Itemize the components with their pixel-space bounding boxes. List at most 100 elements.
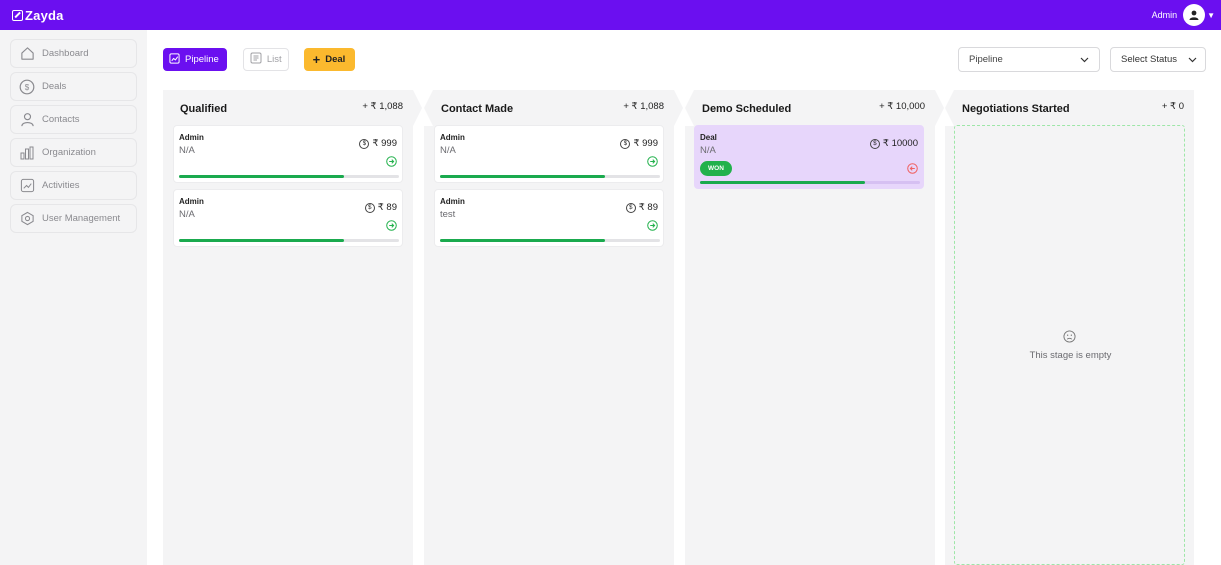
hexagon-icon bbox=[19, 211, 35, 227]
arrow-right-circle-icon[interactable] bbox=[647, 220, 658, 231]
person-icon bbox=[19, 112, 35, 128]
deal-subtitle: N/A bbox=[700, 145, 716, 156]
coin-icon: $ bbox=[364, 202, 375, 213]
deal-amount-value: ₹ 999 bbox=[372, 138, 397, 149]
home-icon bbox=[19, 46, 35, 62]
sidebar-item-user-management[interactable]: User Management bbox=[10, 204, 137, 233]
deal-amount-value: ₹ 999 bbox=[633, 138, 658, 149]
sidebar-item-deals[interactable]: $ Deals bbox=[10, 72, 137, 101]
arrow-right-circle-icon[interactable] bbox=[386, 220, 397, 231]
deal-progress-bar bbox=[700, 181, 920, 184]
add-deal-label: Deal bbox=[325, 54, 346, 65]
deal-progress-fill bbox=[179, 239, 344, 242]
deal-subtitle: N/A bbox=[179, 209, 195, 220]
add-deal-button[interactable]: + Deal bbox=[303, 48, 356, 71]
arrow-right-circle-icon[interactable] bbox=[647, 156, 658, 167]
avatar[interactable] bbox=[1183, 4, 1206, 26]
chart-icon bbox=[169, 52, 180, 67]
coin-icon: $ bbox=[620, 138, 631, 149]
pipeline-view-button[interactable]: Pipeline bbox=[163, 48, 227, 71]
stage-column-negotiations-started: Negotiations Started + ₹ 0 This stage is… bbox=[945, 90, 1194, 565]
deal-amount-value: ₹ 10000 bbox=[882, 138, 918, 149]
stage-notch bbox=[945, 90, 954, 126]
deal-card[interactable]: Deal N/A $ ₹ 10000 WON bbox=[694, 125, 924, 189]
deal-progress-bar bbox=[440, 239, 660, 242]
pipeline-select-value: Pipeline bbox=[969, 54, 1003, 65]
deal-owner: Deal bbox=[700, 133, 717, 142]
view-toolbar: Pipeline List + Deal bbox=[163, 48, 356, 71]
deal-owner: Admin bbox=[440, 133, 465, 142]
top-bar: Zayda Admin ▼ bbox=[0, 0, 1221, 30]
status-select-value: Select Status bbox=[1121, 54, 1177, 65]
deal-amount-value: ₹ 89 bbox=[377, 202, 397, 213]
arrow-right-circle-icon[interactable] bbox=[386, 156, 397, 167]
sidebar-item-activities[interactable]: Activities bbox=[10, 171, 137, 200]
deal-progress-bar bbox=[179, 239, 399, 242]
stage-arrow bbox=[674, 90, 683, 126]
deal-amount-value: ₹ 89 bbox=[638, 202, 658, 213]
stage-arrow bbox=[413, 90, 422, 126]
stage-column-contact-made: Contact Made + ₹ 1,088 Admin N/A $ ₹ 999 … bbox=[424, 90, 683, 565]
svg-text:$: $ bbox=[25, 83, 30, 92]
bar-chart-icon bbox=[19, 145, 35, 161]
sidebar-item-organization[interactable]: Organization bbox=[10, 138, 137, 167]
deal-amount: $ ₹ 10000 bbox=[869, 138, 918, 149]
stage-column-qualified: Qualified + ₹ 1,088 Admin N/A $ ₹ 999 Adm… bbox=[163, 90, 422, 565]
deal-owner: Admin bbox=[440, 197, 465, 206]
status-badge: WON bbox=[700, 161, 732, 176]
list-view-button[interactable]: List bbox=[242, 48, 289, 71]
dollar-icon: $ bbox=[19, 79, 35, 95]
deal-card[interactable]: Admin N/A $ ₹ 89 bbox=[173, 189, 403, 247]
coin-icon: $ bbox=[625, 202, 636, 213]
sidebar-item-label: Organization bbox=[42, 147, 96, 158]
deal-subtitle: test bbox=[440, 209, 456, 220]
sidebar-item-label: Contacts bbox=[42, 114, 80, 125]
empty-stage-text: This stage is empty bbox=[1029, 350, 1112, 361]
deal-amount: $ ₹ 999 bbox=[620, 138, 658, 149]
caret-down-icon[interactable]: ▼ bbox=[1207, 10, 1215, 20]
plus-icon: + bbox=[312, 52, 321, 67]
deal-card[interactable]: Admin test $ ₹ 89 bbox=[434, 189, 664, 247]
deal-progress-fill bbox=[440, 239, 605, 242]
user-icon bbox=[1189, 10, 1199, 20]
stage-arrow bbox=[935, 90, 944, 126]
arrow-left-circle-icon[interactable] bbox=[907, 163, 918, 174]
deal-amount: $ ₹ 89 bbox=[364, 202, 397, 213]
chevron-down-icon bbox=[1188, 57, 1197, 62]
stage-total: + ₹ 10,000 bbox=[879, 101, 925, 112]
sidebar-item-label: Dashboard bbox=[42, 48, 89, 59]
stage-notch bbox=[685, 90, 694, 126]
stage-title: Qualified bbox=[180, 103, 228, 115]
sidebar-item-contacts[interactable]: Contacts bbox=[10, 105, 137, 134]
coin-icon: $ bbox=[359, 138, 370, 149]
pipeline-view-label: Pipeline bbox=[185, 54, 219, 65]
pipeline-select[interactable]: Pipeline bbox=[958, 47, 1100, 72]
trend-icon bbox=[19, 178, 35, 194]
empty-stage-dropzone[interactable]: This stage is empty bbox=[954, 125, 1185, 565]
sidebar: Dashboard $ Deals Contacts Organization … bbox=[0, 30, 147, 565]
stage-title: Negotiations Started bbox=[962, 103, 1070, 115]
sidebar-item-dashboard[interactable]: Dashboard bbox=[10, 39, 137, 68]
coin-icon: $ bbox=[869, 138, 880, 149]
stage-total: + ₹ 1,088 bbox=[362, 101, 403, 112]
user-menu[interactable]: Admin ▼ bbox=[1152, 4, 1215, 26]
sidebar-item-label: Activities bbox=[42, 180, 80, 191]
deal-amount: $ ₹ 999 bbox=[359, 138, 397, 149]
deal-subtitle: N/A bbox=[179, 145, 195, 156]
stage-title: Demo Scheduled bbox=[702, 103, 792, 115]
deal-owner: Admin bbox=[179, 197, 204, 206]
deal-card[interactable]: Admin N/A $ ₹ 999 bbox=[434, 125, 664, 183]
deal-progress-bar bbox=[179, 175, 399, 178]
status-select[interactable]: Select Status bbox=[1110, 47, 1206, 72]
sidebar-item-label: Deals bbox=[42, 81, 67, 92]
deal-progress-fill bbox=[700, 181, 865, 184]
deal-amount: $ ₹ 89 bbox=[625, 202, 658, 213]
deal-card[interactable]: Admin N/A $ ₹ 999 bbox=[173, 125, 403, 183]
brand-logo[interactable]: Zayda bbox=[12, 8, 64, 23]
stage-title: Contact Made bbox=[441, 103, 514, 115]
sidebar-item-label: User Management bbox=[42, 213, 121, 224]
stage-total: + ₹ 0 bbox=[1161, 101, 1184, 112]
chevron-down-icon bbox=[1080, 57, 1089, 62]
stage-notch bbox=[424, 90, 433, 126]
brand-name: Zayda bbox=[25, 7, 64, 23]
